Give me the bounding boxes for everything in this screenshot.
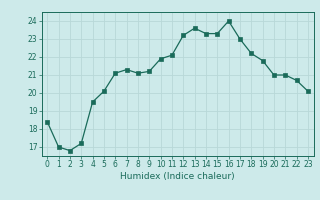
X-axis label: Humidex (Indice chaleur): Humidex (Indice chaleur): [120, 172, 235, 181]
